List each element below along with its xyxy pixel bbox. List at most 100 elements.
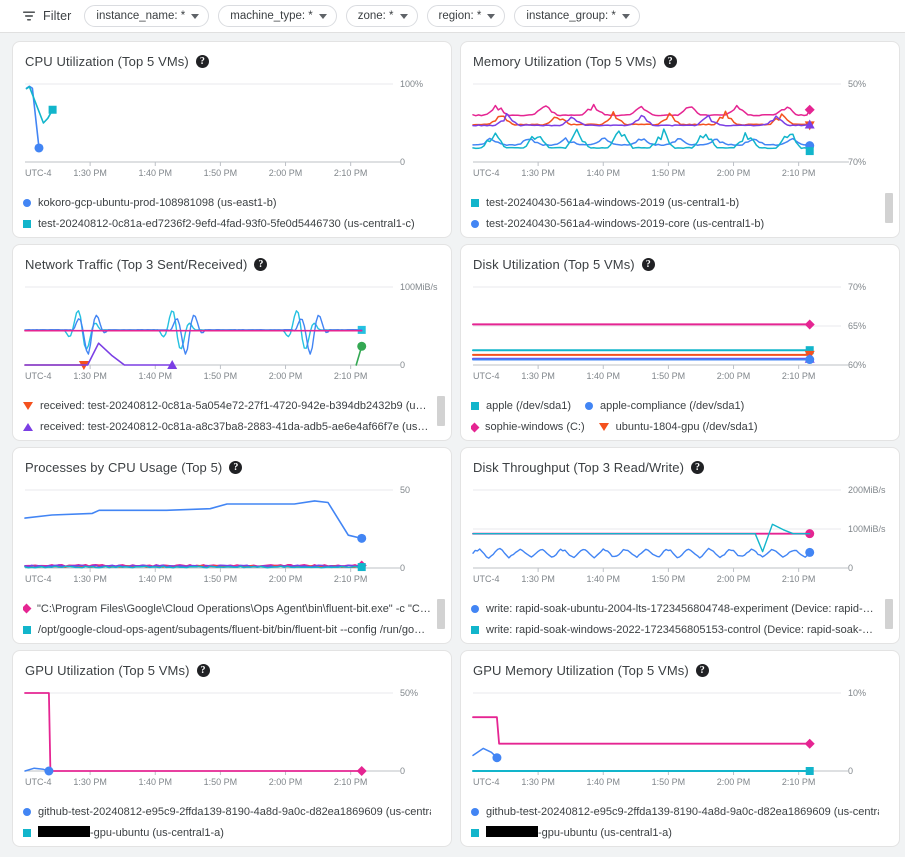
legend-item[interactable]: apple (/dev/sda1) — [471, 395, 571, 416]
legend-item[interactable]: github-test-20240812-e95c9-2ffda139-8190… — [471, 801, 879, 822]
legend-item[interactable]: received: test-20240812-0c81a-5a054e72-2… — [23, 395, 431, 416]
svg-text:2:10 PM: 2:10 PM — [334, 371, 368, 381]
chart-plot-area[interactable]: 50% 70% UTC-4 1:30 PM 1:40 PM 1:50 PM 2:00 PM 2… — [461, 70, 900, 188]
legend-item-label: github-test-20240812-e95c9-2ffda139-8190… — [486, 805, 879, 818]
help-icon[interactable]: ? — [695, 663, 709, 677]
chart-card-header: Network Traffic (Top 3 Sent/Received)? — [13, 245, 451, 273]
svg-text:1:30 PM: 1:30 PM — [73, 574, 107, 584]
filter-chip-label: machine_type: * — [230, 10, 313, 22]
legend-line: -gpu-ubuntu (us-central1-a) — [471, 822, 879, 843]
legend-item[interactable]: ubuntu-1804-lts (/dev/sda1) — [471, 437, 623, 440]
chart-plot-area[interactable]: 70% 65% 60% UTC-4 1:30 PM 1:40 PM 1:50 PM 2:00 … — [461, 273, 900, 391]
svg-text:2:00 PM: 2:00 PM — [717, 574, 751, 584]
legend-item[interactable]: /opt/google-cloud-ops-agent/subagents/fl… — [23, 619, 431, 640]
svg-text:2:00 PM: 2:00 PM — [269, 168, 303, 178]
help-icon[interactable]: ? — [254, 257, 268, 271]
chevron-down-icon[interactable] — [399, 13, 408, 19]
legend-item[interactable]: -gpu-oic (us-central1-f) — [23, 843, 188, 846]
filter-chip-region[interactable]: region: * — [426, 5, 506, 27]
legend-item-label: /opt/google-cloud-ops-agent/subagents/fl… — [38, 623, 431, 636]
legend-item[interactable]: test-20240812-0c81a-ed7236f2-9efd-4fad-9… — [23, 213, 431, 234]
legend-marker-diamond-icon — [23, 603, 32, 614]
filter-chip-zone[interactable]: zone: * — [345, 5, 418, 27]
chart-plot-area[interactable]: 100MiB/s 0 UTC-4 1:30 PM 1:40 PM 1:50 PM 2:00 … — [13, 273, 452, 391]
svg-text:UTC-4: UTC-4 — [25, 168, 52, 178]
chart-plot-area[interactable]: 200MiB/s 100MiB/s 0 UTC-4 1:30 PM 1:40 PM 1:50… — [461, 476, 900, 594]
legend-item[interactable]: received: test-20240812-0c81a-a8c37ba8-2… — [23, 416, 431, 437]
legend-item[interactable]: write: rapid-soak-ubuntu-2004-lts-172345… — [471, 598, 879, 619]
legend-item[interactable]: -gpu-ubuntu (us-central1-a) — [471, 822, 672, 843]
svg-text:1:50 PM: 1:50 PM — [652, 371, 686, 381]
legend-marker-circle-icon — [471, 604, 479, 613]
legend-item[interactable]: kokoro-gcp-ubuntu-prod-108981098 (us-eas… — [23, 192, 431, 213]
chart-plot-area[interactable]: 100% 0 UTC-4 1:30 PM 1:40 PM 1:50 PM 2:00 PM 2:… — [13, 70, 452, 188]
help-icon[interactable]: ? — [641, 257, 655, 271]
legend-item[interactable]: -gpu-ubuntu (us-central1-a) — [23, 822, 224, 843]
legend-item[interactable]: test-20240430-561a4-windows-2019-core (u… — [471, 213, 879, 234]
chart-card-gpu-utilization: GPU Utilization (Top 5 VMs)? 50% 0 UTC-4 1:3… — [12, 650, 452, 847]
chevron-down-icon[interactable] — [621, 13, 630, 19]
help-icon[interactable]: ? — [229, 460, 243, 474]
svg-text:10%: 10% — [848, 688, 866, 698]
svg-text:1:50 PM: 1:50 PM — [204, 168, 238, 178]
svg-text:2:10 PM: 2:10 PM — [782, 371, 816, 381]
svg-text:2:00 PM: 2:00 PM — [717, 777, 751, 787]
help-icon[interactable]: ? — [196, 663, 210, 677]
chart-legend: write: rapid-soak-ubuntu-2004-lts-172345… — [461, 594, 899, 643]
filter-bar: Filter instance_name: * machine_type: * zo… — [0, 0, 905, 33]
legend-item-label: write: rapid-soak-windows-2022-172345680… — [486, 623, 879, 636]
plot-wrapper: 70% 65% 60% UTC-4 1:30 PM 1:40 PM 1:50 PM 2:00 … — [461, 273, 899, 391]
svg-text:2:10 PM: 2:10 PM — [334, 168, 368, 178]
svg-text:1:50 PM: 1:50 PM — [652, 777, 686, 787]
filter-chip-label: zone: * — [357, 10, 394, 22]
chart-plot-area[interactable]: 10% 0 UTC-4 1:30 PM 1:40 PM 1:50 PM 2:00 PM 2:1… — [461, 679, 900, 797]
legend-item[interactable]: apple-compliance (/dev/sda1) — [585, 395, 744, 416]
legend-item[interactable]: test-20240430-561a4-windows-2019 (us-cen… — [471, 192, 879, 213]
legend-scrollbar-thumb[interactable] — [885, 193, 893, 223]
legend-line: -gpu-oic (us-central1-f) — [471, 843, 879, 846]
legend-marker-square-icon — [471, 401, 479, 410]
filter-chip-instance_group[interactable]: instance_group: * — [514, 5, 640, 27]
svg-text:1:40 PM: 1:40 PM — [586, 574, 620, 584]
filter-chip-machine_type[interactable]: machine_type: * — [218, 5, 337, 27]
filter-list-icon — [22, 9, 36, 23]
svg-text:50%: 50% — [848, 79, 866, 89]
svg-text:1:50 PM: 1:50 PM — [652, 168, 686, 178]
legend-scrollbar-thumb[interactable] — [437, 396, 445, 426]
chart-title: Disk Utilization (Top 5 VMs) — [473, 256, 635, 272]
chart-title: GPU Memory Utilization (Top 5 VMs) — [473, 662, 689, 678]
svg-text:0: 0 — [400, 360, 405, 370]
filter-chip-instance_name[interactable]: instance_name: * — [84, 5, 210, 27]
legend-item[interactable]: -gpu-oic (us-central1-f) — [471, 843, 636, 846]
help-icon[interactable]: ? — [663, 54, 677, 68]
legend-item[interactable]: github-test-20240812-e95c9-2ffda139-8190… — [23, 801, 431, 822]
legend-item[interactable]: write: rapid-soak-windows-2022-172345680… — [471, 619, 879, 640]
chart-card-header: Disk Throughput (Top 3 Read/Write)? — [461, 448, 899, 476]
svg-text:2:00 PM: 2:00 PM — [717, 168, 751, 178]
legend-item[interactable]: "C:\Program Files\Google\Cloud Operation… — [23, 598, 431, 619]
plot-wrapper: 50% 0 UTC-4 1:30 PM 1:40 PM 1:50 PM 2:00 PM 2:1… — [13, 679, 451, 797]
help-icon[interactable]: ? — [195, 54, 209, 68]
chart-plot-area[interactable]: 50% 0 UTC-4 1:30 PM 1:40 PM 1:50 PM 2:00 PM 2:1… — [13, 679, 452, 797]
filter-chip-label: instance_group: * — [526, 10, 616, 22]
legend-item-label: -gpu-ubuntu (us-central1-a) — [38, 826, 224, 839]
chevron-down-icon[interactable] — [487, 13, 496, 19]
svg-text:0: 0 — [848, 563, 853, 573]
legend-item[interactable]: ubuntu-1804-gpu (/dev/sda1) — [598, 416, 758, 437]
chevron-down-icon[interactable] — [318, 13, 327, 19]
help-icon[interactable]: ? — [691, 460, 705, 474]
filter-button[interactable]: Filter — [22, 9, 71, 23]
svg-text:2:10 PM: 2:10 PM — [334, 777, 368, 787]
svg-text:1:30 PM: 1:30 PM — [73, 371, 107, 381]
legend-item-label: apple-compliance (/dev/sda1) — [600, 399, 745, 412]
legend-marker-square-icon — [23, 828, 31, 837]
legend-item[interactable]: sophie-windows (C:) — [471, 417, 585, 438]
chart-title: CPU Utilization (Top 5 VMs) — [25, 53, 189, 69]
legend-item-label: test-20240812-0c81a-ed7236f2-9efd-4fad-9… — [38, 217, 415, 230]
svg-text:1:30 PM: 1:30 PM — [521, 371, 555, 381]
legend-scrollbar-thumb[interactable] — [437, 599, 445, 629]
chart-plot-area[interactable]: 50 0 UTC-4 1:30 PM 1:40 PM 1:50 PM 2:00 PM 2:10… — [13, 476, 452, 594]
chevron-down-icon[interactable] — [191, 13, 200, 19]
legend-scrollbar-thumb[interactable] — [885, 599, 893, 629]
legend-marker-tri-down-icon — [23, 401, 33, 410]
